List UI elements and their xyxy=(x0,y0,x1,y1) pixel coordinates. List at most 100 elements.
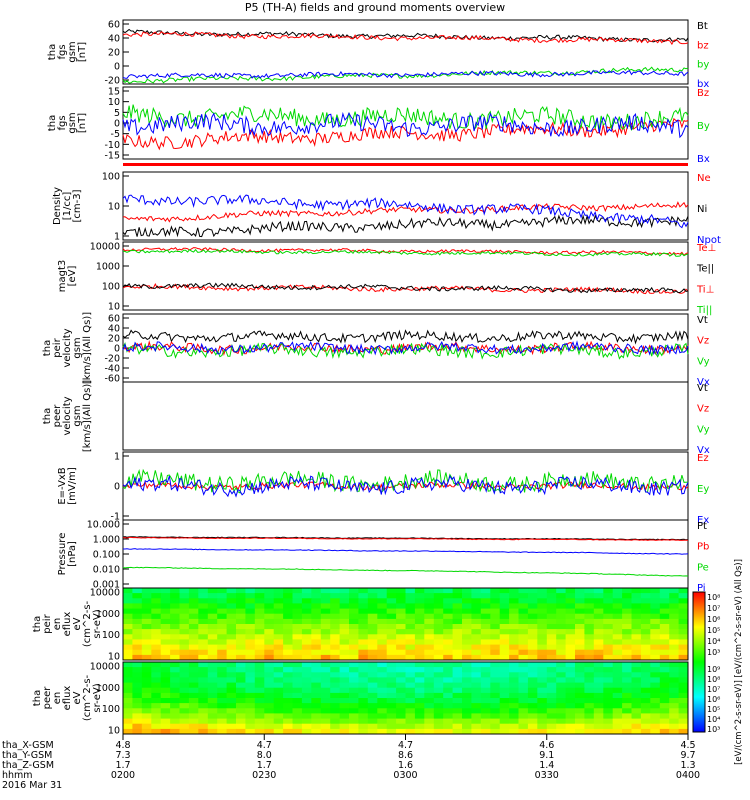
heatmap-cell xyxy=(603,593,614,599)
heatmap-cell xyxy=(207,624,218,630)
heatmap-cell xyxy=(283,698,293,704)
heatmap-cell xyxy=(471,667,482,673)
heatmap-cell xyxy=(245,677,256,683)
heatmap-cell xyxy=(640,629,651,635)
heatmap-cell xyxy=(593,618,604,625)
heatmap-cell xyxy=(650,672,661,678)
heatmap-cell xyxy=(556,634,567,640)
heatmap-cell xyxy=(264,644,275,651)
heatmap-cell xyxy=(386,682,397,689)
y-tick-label: -60 xyxy=(104,374,120,385)
heatmap-cell xyxy=(123,629,133,635)
heatmap-cell xyxy=(292,624,303,630)
heatmap-cell xyxy=(254,667,265,673)
heatmap-cell xyxy=(358,692,369,699)
heatmap-cell xyxy=(612,618,623,625)
heatmap-cell xyxy=(584,603,595,609)
heatmap-cell xyxy=(462,608,472,615)
heatmap-cell xyxy=(217,698,228,704)
heatmap-cell xyxy=(386,598,397,604)
heatmap-cell xyxy=(207,692,218,699)
heatmap-cell xyxy=(612,677,623,683)
heatmap-cell xyxy=(330,629,341,635)
heatmap-cell xyxy=(226,598,237,604)
heatmap-cell xyxy=(612,713,623,719)
heatmap-cell xyxy=(499,698,510,704)
heatmap-cell xyxy=(292,723,303,730)
heatmap-cell xyxy=(311,603,322,609)
heatmap-cell xyxy=(612,728,623,735)
heatmap-cell xyxy=(584,639,595,645)
heatmap-cell xyxy=(160,593,171,599)
heatmap-cell xyxy=(132,593,143,599)
heatmap-cell xyxy=(226,662,237,668)
heatmap-cell xyxy=(273,624,284,630)
heatmap-cell xyxy=(509,649,519,656)
heatmap-cell xyxy=(556,598,567,604)
heatmap-cell xyxy=(659,677,670,683)
heatmap-cell xyxy=(349,723,359,730)
heatmap-cell xyxy=(537,698,548,704)
heatmap-cell xyxy=(349,639,359,645)
heatmap-cell xyxy=(593,649,604,656)
heatmap-cell xyxy=(151,682,162,689)
heatmap-cell xyxy=(509,728,519,735)
heatmap-cell xyxy=(490,667,501,673)
heatmap-cell xyxy=(386,703,397,709)
heatmap-cell xyxy=(584,703,595,709)
heatmap-cell xyxy=(170,718,180,725)
heatmap-cell xyxy=(226,644,237,651)
legend-By: By xyxy=(697,121,710,132)
colorbar-tick-label: 10⁵ xyxy=(707,705,720,714)
heatmap-cell xyxy=(377,723,388,730)
heatmap-cell xyxy=(518,644,529,651)
heatmap-cell xyxy=(612,718,623,725)
heatmap-cell xyxy=(490,728,501,735)
heatmap-cell xyxy=(320,608,331,615)
heatmap-cell xyxy=(575,613,585,620)
heatmap-cell xyxy=(527,644,538,651)
heatmap-cell xyxy=(188,598,199,604)
heatmap-cell xyxy=(339,644,350,651)
heatmap-cell xyxy=(405,613,416,620)
heatmap-cell xyxy=(509,588,519,594)
heatmap-cell xyxy=(640,713,651,719)
heatmap-cell xyxy=(659,692,670,699)
legend-Vz: Vz xyxy=(697,336,709,347)
heatmap-cell xyxy=(123,639,133,645)
heatmap-cell xyxy=(527,687,538,694)
heatmap-cell xyxy=(471,613,482,620)
heatmap-cell xyxy=(207,618,218,625)
heatmap-cell xyxy=(509,644,519,651)
heatmap-cell xyxy=(650,713,661,719)
heatmap-cell xyxy=(226,713,237,719)
heatmap-cell xyxy=(311,672,322,678)
heatmap-cell xyxy=(386,624,397,630)
heatmap-cell xyxy=(188,629,199,635)
heatmap-cell xyxy=(236,634,246,640)
heatmap-cell xyxy=(292,613,303,620)
heatmap-cell xyxy=(405,703,416,709)
heatmap-cell xyxy=(236,687,246,694)
heatmap-cell xyxy=(433,593,444,599)
heatmap-cell xyxy=(499,713,510,719)
heatmap-cell xyxy=(443,713,454,719)
heatmap-cell xyxy=(471,677,482,683)
colorbar-tick-label: 10⁴ xyxy=(707,637,720,646)
heatmap-cell xyxy=(320,598,331,604)
heatmap-cell xyxy=(198,598,209,604)
xaxis-value: 0330 xyxy=(535,770,559,781)
heatmap-cell xyxy=(170,634,180,640)
heatmap-cell xyxy=(527,634,538,640)
heatmap-cell xyxy=(499,687,510,694)
heatmap-cell xyxy=(414,677,425,683)
heatmap-cell xyxy=(433,618,444,625)
heatmap-cell xyxy=(358,703,369,709)
heatmap-cell xyxy=(527,728,538,735)
heatmap-cell xyxy=(612,644,623,651)
heatmap-cell xyxy=(358,682,369,689)
heatmap-cell xyxy=(254,692,265,699)
heatmap-cell xyxy=(236,718,246,725)
heatmap-cell xyxy=(170,629,180,635)
heatmap-cell xyxy=(377,613,388,620)
